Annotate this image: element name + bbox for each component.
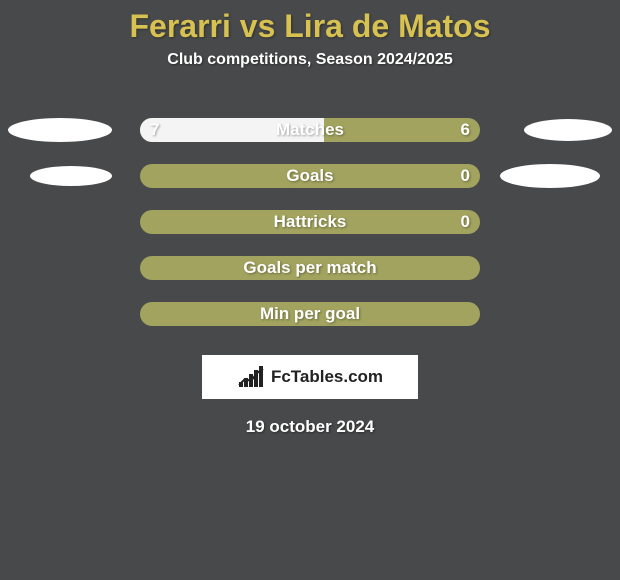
stat-row: Hattricks0 <box>0 199 620 245</box>
right-indicator-ellipse <box>524 119 612 141</box>
left-indicator-ellipse <box>8 118 112 142</box>
badge-text: FcTables.com <box>271 367 383 387</box>
stat-label: Goals per match <box>140 256 480 280</box>
stat-label: Hattricks <box>140 210 480 234</box>
right-value: 0 <box>461 210 470 234</box>
comparison-infographic: Ferarri vs Lira de Matos Club competitio… <box>0 0 620 580</box>
stat-row: Goals per match <box>0 245 620 291</box>
stat-row: Goals0 <box>0 153 620 199</box>
stat-label: Min per goal <box>140 302 480 326</box>
right-value: 6 <box>461 118 470 142</box>
bar-chart-icon <box>237 365 265 389</box>
date-text: 19 october 2024 <box>0 417 620 437</box>
left-indicator-ellipse <box>30 166 112 186</box>
page-title: Ferarri vs Lira de Matos <box>0 0 620 45</box>
stat-track: Min per goal <box>140 302 480 326</box>
stat-label: Matches <box>140 118 480 142</box>
stat-track: Goals per match <box>140 256 480 280</box>
right-value: 0 <box>461 164 470 188</box>
left-value: 7 <box>150 118 159 142</box>
stat-label: Goals <box>140 164 480 188</box>
stat-row: Min per goal <box>0 291 620 337</box>
subtitle: Club competitions, Season 2024/2025 <box>0 51 620 69</box>
stat-row: Matches7 6 <box>0 107 620 153</box>
fctables-badge: FcTables.com <box>202 355 418 399</box>
stat-track: Goals0 <box>140 164 480 188</box>
right-indicator-ellipse <box>500 164 600 188</box>
stat-track: Hattricks0 <box>140 210 480 234</box>
stat-rows: Matches76Goals0Hattricks0Goals per match… <box>0 107 620 337</box>
stat-track: Matches7 6 <box>140 118 480 142</box>
